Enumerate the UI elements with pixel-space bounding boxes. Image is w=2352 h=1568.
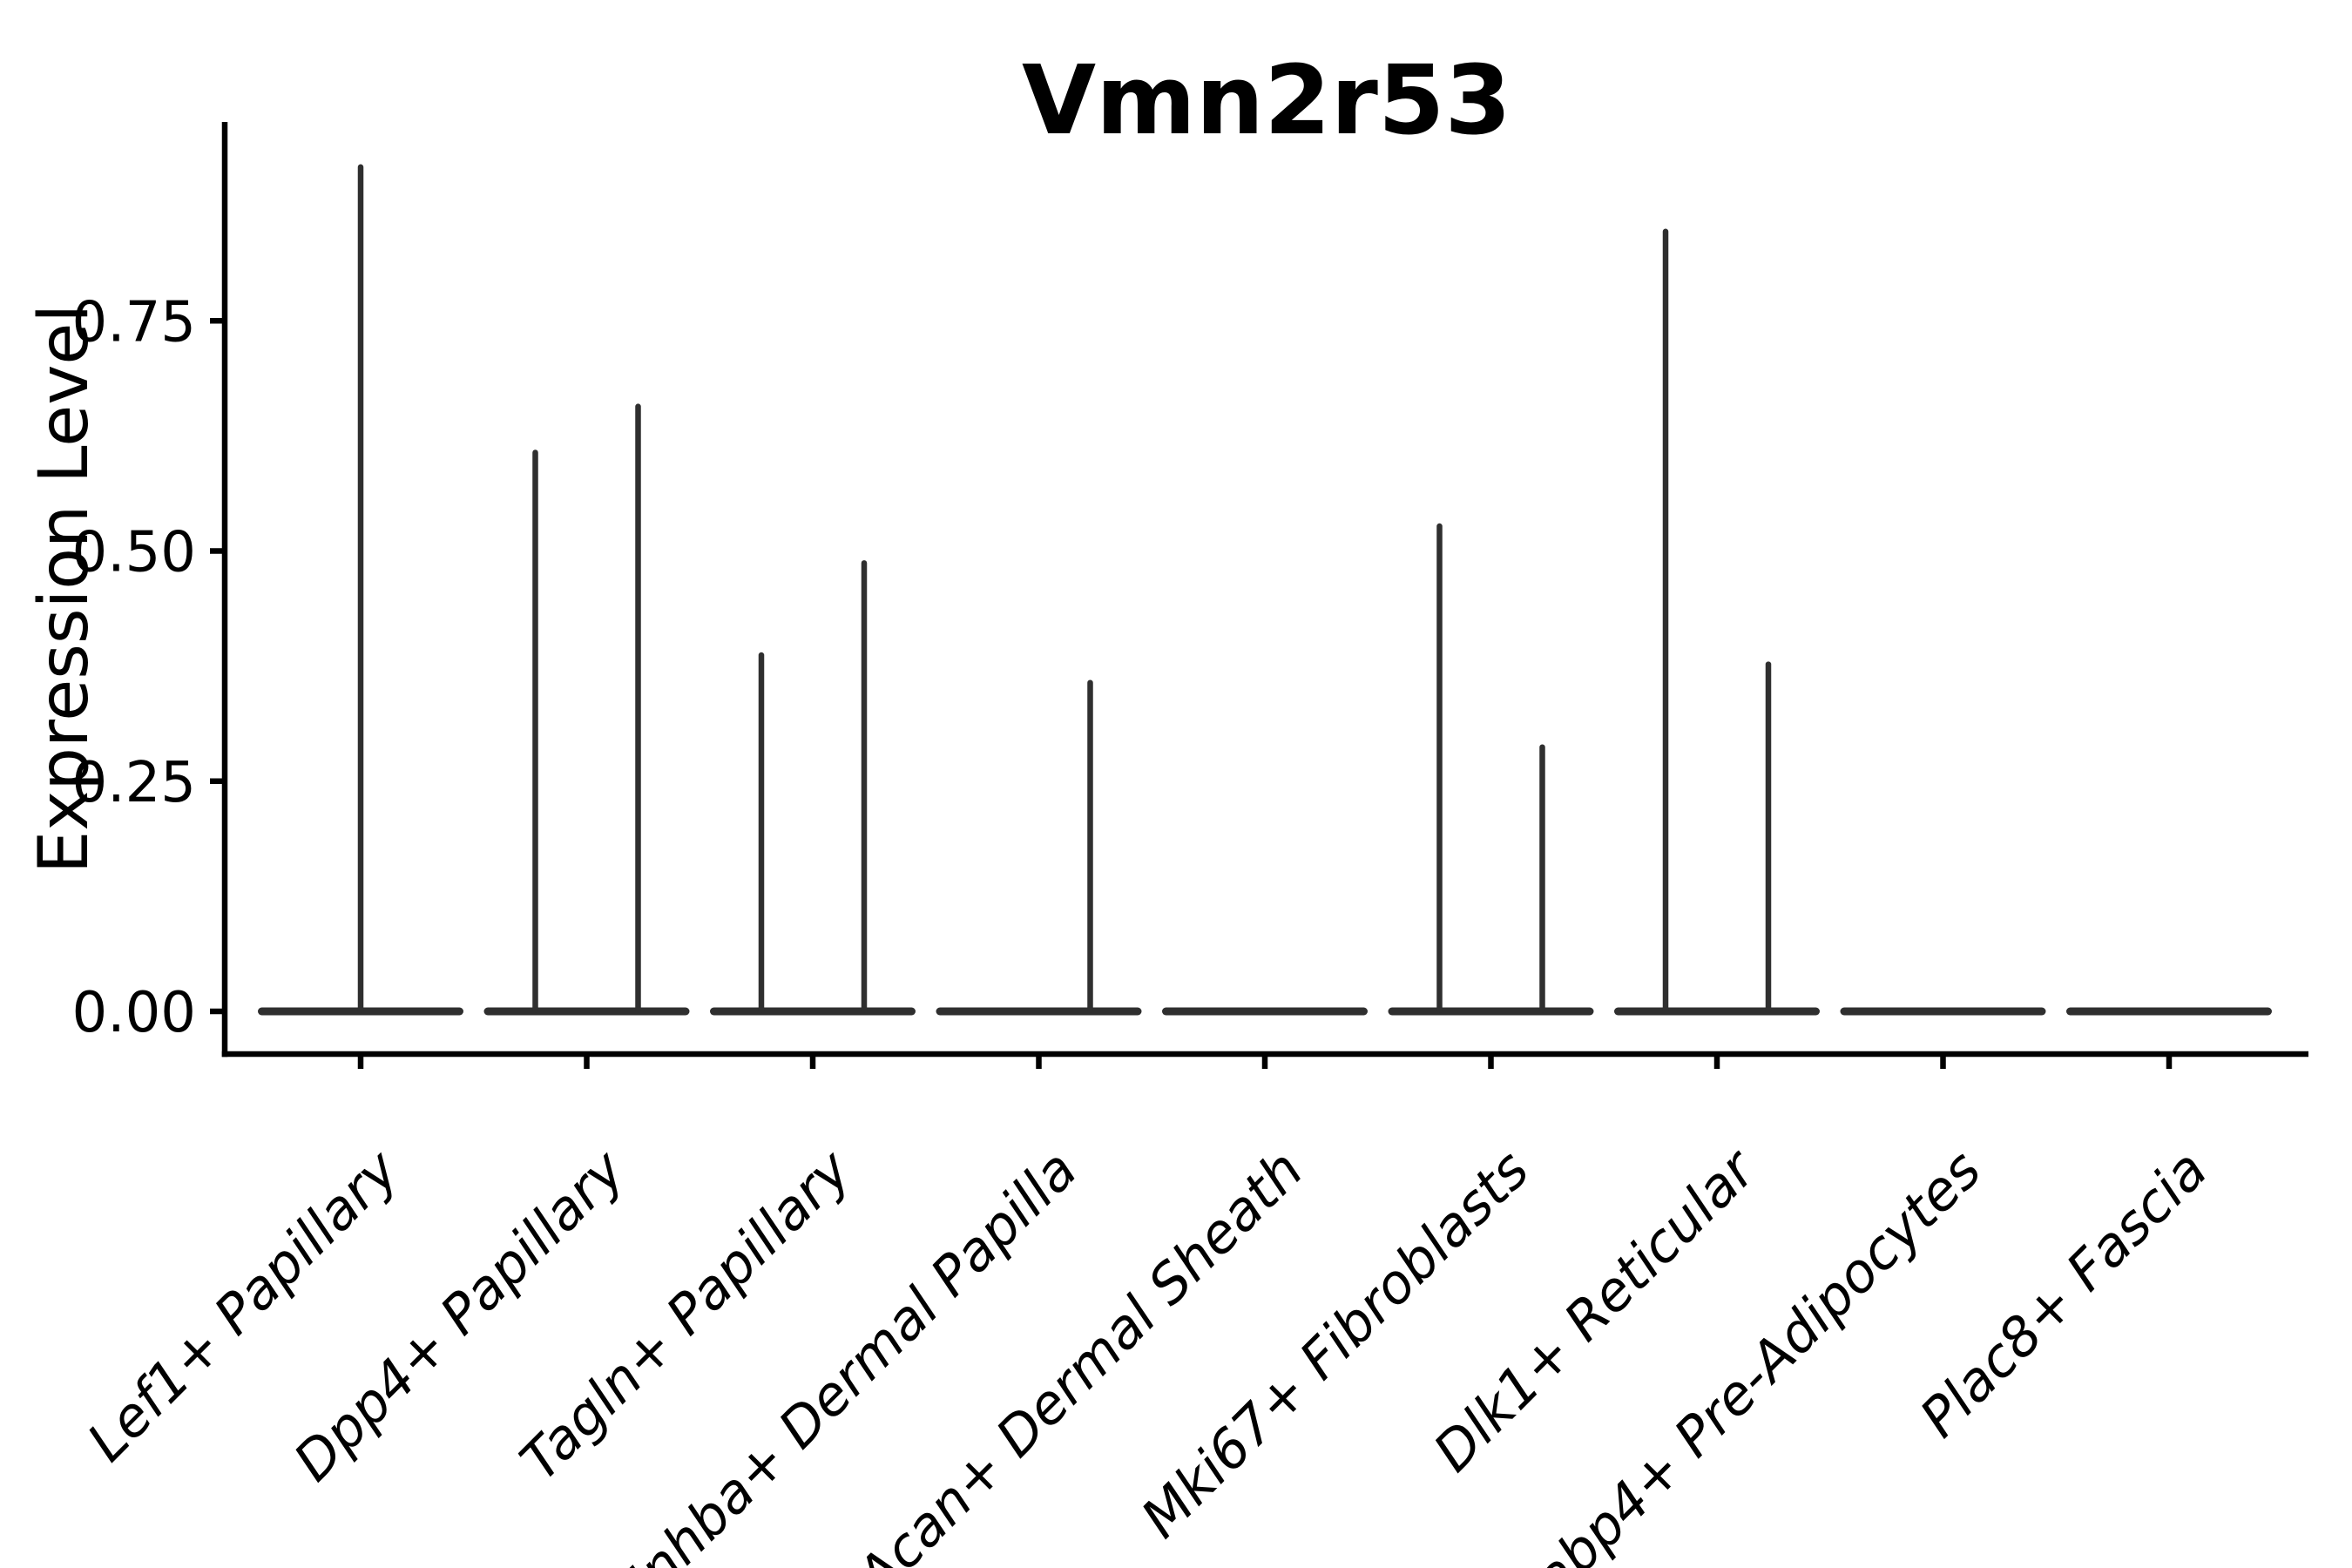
- violin-baseline: [483, 1007, 690, 1016]
- axes-layer: [210, 122, 2308, 1069]
- y-tick-label: 0.00: [72, 981, 197, 1045]
- y-tick-label: 0.50: [72, 521, 197, 585]
- violin-spike: [1662, 228, 1669, 1013]
- violin-baseline: [710, 1007, 916, 1016]
- y-axis-label: Expression Level: [25, 304, 104, 874]
- violin-group: [1388, 523, 1594, 1016]
- violin-group: [936, 679, 1142, 1016]
- x-category-label: Mki67+ Fibroblasts: [1129, 1138, 1541, 1550]
- violin-spike: [758, 652, 765, 1013]
- violin-group: [1614, 228, 1820, 1016]
- violin-spike: [1436, 523, 1443, 1013]
- violin-group: [258, 164, 463, 1016]
- y-tick-label: 0.75: [72, 290, 197, 355]
- violin-baseline: [1614, 1007, 1820, 1016]
- violin-baseline: [1388, 1007, 1594, 1016]
- violin-group: [483, 403, 690, 1016]
- violin-baseline: [936, 1007, 1142, 1016]
- violin-spike: [635, 403, 641, 1013]
- violin-group: [710, 560, 916, 1016]
- violin-baseline: [2066, 1007, 2272, 1016]
- violins-layer: [258, 164, 2272, 1016]
- chart-title: Vmn2r53: [1022, 44, 1511, 156]
- violin-spike: [532, 449, 538, 1013]
- y-tick-label: 0.25: [72, 751, 197, 815]
- violin-spike: [1539, 744, 1545, 1013]
- violin-spike: [1087, 679, 1093, 1013]
- violin-group: [2066, 1007, 2272, 1016]
- violin-spike: [357, 164, 364, 1013]
- violin-baseline: [1162, 1007, 1368, 1016]
- violin-group: [1840, 1007, 2046, 1016]
- violin-group: [1162, 1007, 1368, 1016]
- violin-spike: [861, 560, 868, 1013]
- violin-spike: [1765, 661, 1772, 1013]
- violin-baseline: [1840, 1007, 2046, 1016]
